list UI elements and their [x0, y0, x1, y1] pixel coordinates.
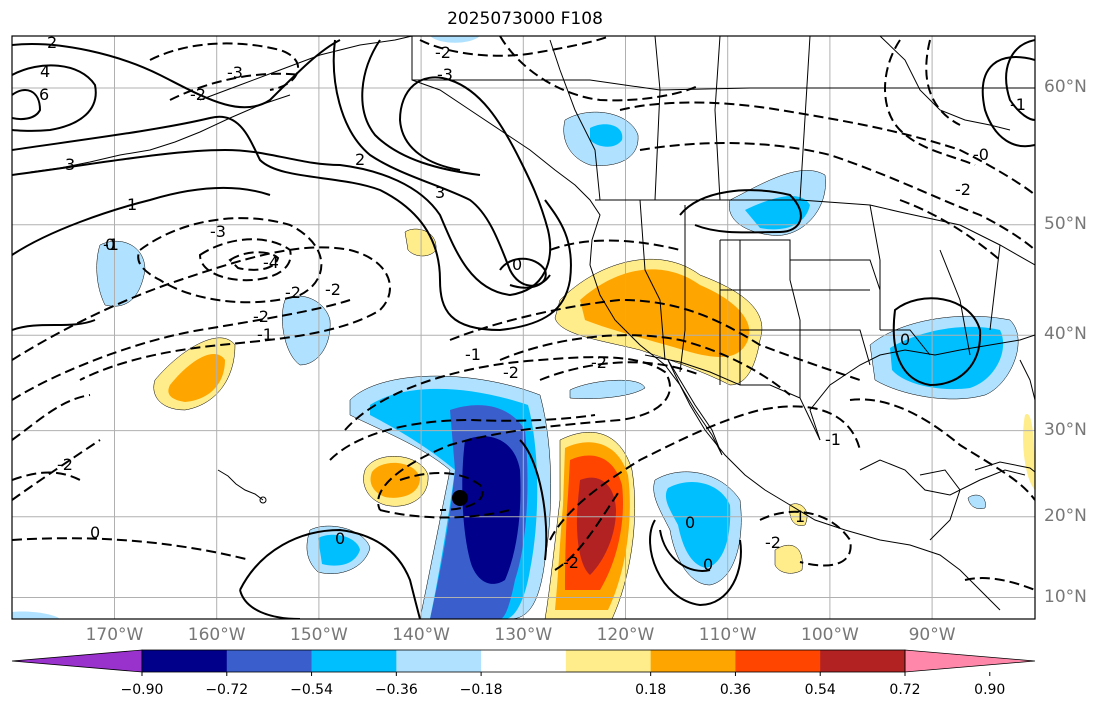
- colorbar-tick-label: 0.72: [889, 682, 921, 698]
- contour-label: 1: [795, 507, 805, 526]
- contour-label: 0: [90, 523, 100, 542]
- contour-label: -2: [563, 553, 579, 572]
- colorbar-segment: [735, 650, 821, 672]
- contour-label: -4: [263, 253, 279, 272]
- colorbar-tick-label: −0.18: [459, 682, 503, 698]
- contour-label: -2: [503, 363, 519, 382]
- contour-label: -0: [973, 145, 989, 164]
- colorbar-segment: [820, 650, 906, 672]
- colorbar-segment: [142, 650, 228, 672]
- colorbar-extend-min: [11, 649, 143, 673]
- contour-label: -3: [210, 222, 226, 241]
- contour-label: -2: [955, 180, 971, 199]
- longitude-label: 130°W: [494, 625, 553, 645]
- storm-center-marker: [452, 490, 468, 506]
- colorbar-segment: [396, 650, 482, 672]
- longitude-label: 100°W: [801, 625, 859, 645]
- colorbar: [11, 649, 1036, 676]
- longitude-label: 160°W: [187, 625, 246, 645]
- contour-label: -2: [591, 353, 607, 372]
- longitude-label: 150°W: [290, 625, 348, 645]
- contour-label: 0: [685, 513, 695, 532]
- latitude-label: 50°N: [1044, 213, 1087, 234]
- colorbar-tick-label: 0.36: [719, 682, 752, 698]
- colorbar-tick-label: −0.72: [205, 682, 249, 698]
- colorbar-tick-label: 0.54: [804, 682, 836, 698]
- contour-label: -1: [825, 430, 841, 449]
- map-frame: [11, 35, 1036, 620]
- contour-label: 0: [105, 235, 115, 254]
- contour-label: 4: [40, 62, 50, 81]
- colorbar-segment: [481, 650, 567, 672]
- shading-layer: [12, 36, 1035, 619]
- colorbar-segment: [565, 650, 652, 672]
- contour-label: -2: [435, 43, 451, 62]
- longitude-label: 110°W: [698, 625, 757, 645]
- longitude-label: 170°W: [85, 625, 144, 645]
- contour-label: -2: [325, 280, 341, 299]
- latitude-label: 60°N: [1044, 77, 1087, 97]
- contour-label: -3: [437, 65, 453, 84]
- longitude-label: 90°W: [908, 625, 956, 645]
- colorbar-tick-label: −0.54: [290, 682, 333, 698]
- latitude-label: 40°N: [1044, 324, 1087, 345]
- contour-label: 0: [335, 529, 345, 548]
- contour-label: -1: [103, 235, 119, 254]
- contour-label: 3: [65, 155, 75, 174]
- contour-label: 3: [435, 183, 445, 202]
- latitude-label: 10°N: [1044, 586, 1087, 607]
- contour-label: -2: [765, 533, 781, 552]
- contour-label: -3: [227, 63, 243, 82]
- contour-label: 1: [127, 195, 137, 214]
- contour-label: -1: [465, 345, 481, 364]
- contour-label: 2: [47, 33, 57, 52]
- longitude-label: 120°W: [596, 625, 655, 645]
- contour-label: -2: [57, 455, 73, 474]
- colorbar-tick-label: −0.90: [120, 682, 164, 698]
- contour-label: 2: [355, 150, 365, 169]
- colorbar-segment: [650, 650, 736, 672]
- contour-label: 0: [703, 555, 713, 574]
- contour-lines: [12, 36, 1035, 619]
- colorbar-outline: [141, 649, 906, 673]
- longitude-label: 140°W: [392, 625, 450, 645]
- contour-label: -2: [190, 85, 206, 104]
- contour-label: -2: [285, 283, 301, 302]
- contour-label: -2: [253, 307, 269, 326]
- latitude-label: 20°N: [1044, 505, 1087, 526]
- contour-label: -1: [1010, 95, 1026, 114]
- map-title: 2025073000 F108: [447, 9, 603, 29]
- colorbar-tick-label: 0.18: [635, 682, 667, 698]
- colorbar-segment: [311, 650, 397, 672]
- colorbar-extend-max: [904, 649, 1036, 673]
- contour-label: 6: [39, 85, 49, 104]
- latitude-label: 30°N: [1044, 419, 1087, 440]
- contour-label: 0: [900, 330, 910, 349]
- colorbar-tick-label: 0.90: [974, 682, 1006, 698]
- graticule: [12, 36, 1035, 619]
- contour-label: 0: [512, 255, 522, 274]
- colorbar-segment: [226, 650, 313, 672]
- colorbar-tick-label: −0.36: [374, 682, 418, 698]
- contour-label: -1: [257, 325, 273, 344]
